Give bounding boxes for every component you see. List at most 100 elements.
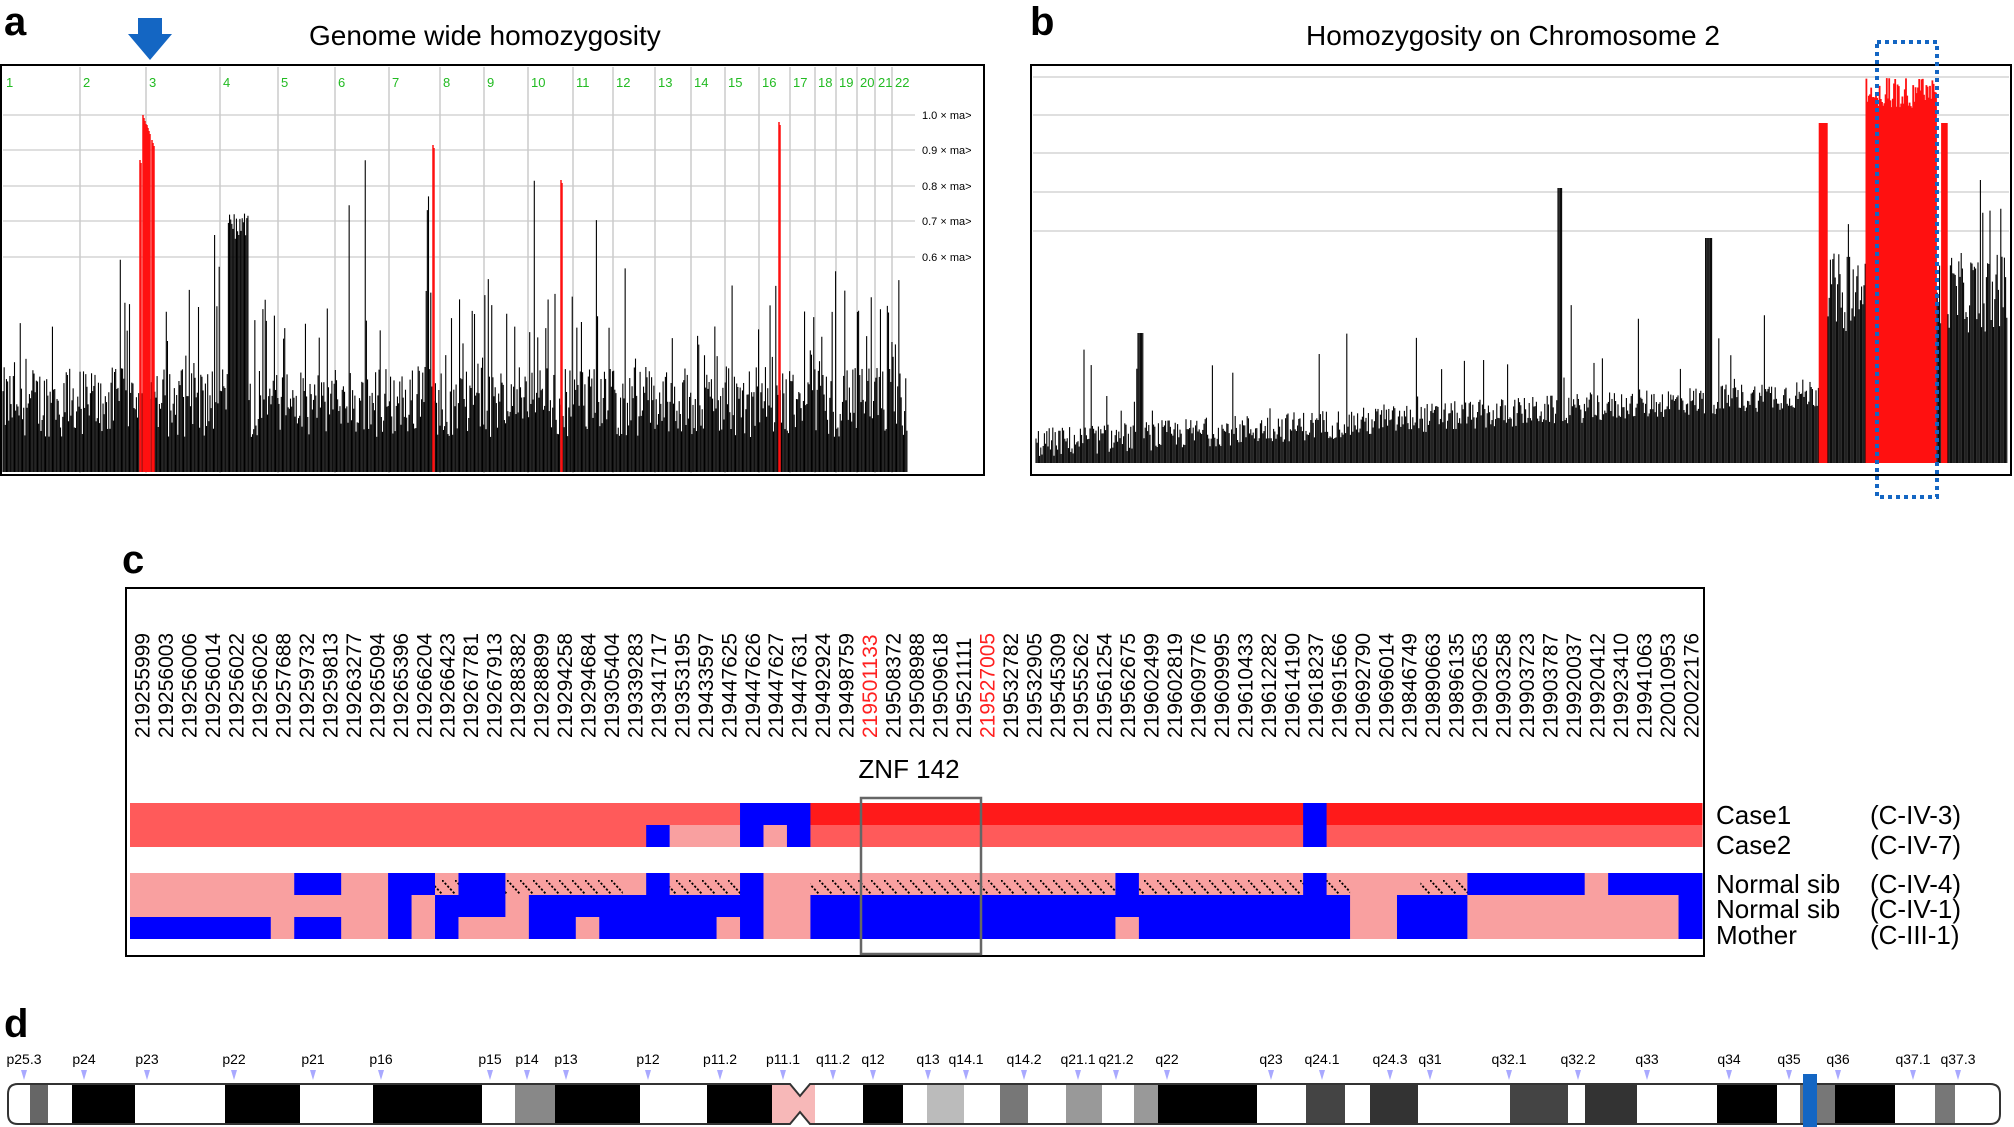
panel-c-hatch <box>1138 873 1304 895</box>
panel-c-cell <box>1678 917 1703 939</box>
panel-c-position-label: 219527005 <box>976 633 999 738</box>
panel-c-cell <box>130 803 741 825</box>
panel-d-band-label: q36 <box>1826 1051 1850 1067</box>
panel-c-position-label: 219902653 <box>1469 633 1492 738</box>
panel-c-cell <box>1608 873 1703 895</box>
panel-b-grid <box>1033 76 2009 232</box>
panel-d-band <box>1257 1084 1306 1124</box>
panel-d-tick-icon <box>1268 1070 1274 1080</box>
panel-c-cell <box>130 825 647 847</box>
panel-d-band <box>1000 1084 1028 1124</box>
panel-c-cell <box>1584 873 1609 895</box>
panel-c-position-label: 219492924 <box>812 633 835 738</box>
panel-d-band-label: p15 <box>478 1051 502 1067</box>
panel-c-position-label: 219255999 <box>132 633 155 738</box>
panel-d-band <box>1835 1084 1895 1124</box>
panel-c-haplotype-table: 219255999 219256003 219256006 219256014 2192… <box>125 587 1961 957</box>
panel-c-cell <box>130 895 389 917</box>
panel-d-tick-icon <box>1644 1070 1650 1080</box>
panel-c-row-labels: Case1 (C-IV-3) Case2 (C-IV-7) Normal sib (C-I… <box>1716 800 1961 950</box>
panel-c-cell <box>1396 917 1468 939</box>
panel-d-band <box>964 1084 1000 1124</box>
panel-c-position-label: 219353195 <box>671 633 694 738</box>
panel-c-row-name: Mother <box>1716 920 1797 950</box>
panel-a-chr-label: 21 <box>878 75 892 90</box>
panel-c-position-label: 219903258 <box>1493 633 1516 738</box>
panel-c-position-label: 219610433 <box>1234 633 1257 738</box>
panel-a-scale-label: 0.6 × ma> <box>922 252 972 264</box>
panel-c-position-label: 219920037 <box>1563 633 1586 738</box>
panel-d-band <box>72 1084 135 1124</box>
panel-a-chromosome-labels: 1 2 3 4 5 6 7 8 9 10 11 12 13 14 15 16 17 18 19 20 21 22 <box>6 75 909 90</box>
panel-d-tick-icon <box>563 1070 569 1080</box>
panel-d-band-label: q37.3 <box>1940 1051 1975 1067</box>
panel-c-position-label: 219305404 <box>601 633 624 738</box>
panel-c-cell <box>1303 873 1328 895</box>
panel-c-row-name: Normal sib <box>1716 894 1840 924</box>
panel-d-band <box>373 1084 482 1124</box>
panel-d-tick-icon <box>780 1070 786 1080</box>
panel-d-band <box>640 1084 707 1124</box>
panel-a-chr-label: 8 <box>443 75 450 90</box>
panel-c-cell <box>810 803 1304 825</box>
panel-c-position-label: 219609995 <box>1211 633 1234 738</box>
panel-c-cell <box>646 825 671 847</box>
panel-c-position-label: 219256006 <box>179 633 202 738</box>
panel-d-tick-icon <box>1075 1070 1081 1080</box>
panel-d-band-label: p11.1 <box>766 1051 800 1067</box>
panel-a-chr-label: 18 <box>818 75 832 90</box>
panel-d-tick-icon <box>1164 1070 1170 1080</box>
panel-d-tick-icon <box>1786 1070 1792 1080</box>
panel-c-hatch <box>669 873 741 895</box>
panel-d-band <box>1102 1084 1134 1124</box>
panel-d-band <box>1345 1084 1370 1124</box>
panel-c-position-label: 219920412 <box>1586 633 1609 738</box>
panel-d-band <box>927 1084 964 1124</box>
panel-d-band-label: q11.2 <box>816 1051 850 1067</box>
panel-a-chr-label: 22 <box>895 75 909 90</box>
panel-c-cell <box>341 917 389 939</box>
panel-d-band-label: p25.3 <box>6 1051 41 1067</box>
panel-d-band <box>300 1084 373 1124</box>
panel-a-scale-labels: 1.0 × ma> 0.9 × ma> 0.8 × ma> 0.7 × ma> 0.6 … <box>922 110 972 264</box>
panel-a-chr-label: 7 <box>392 75 399 90</box>
panel-c-position-label: 219266204 <box>413 633 436 738</box>
panel-c-position-label: 219265396 <box>390 633 413 738</box>
panel-c-position-label: 219257688 <box>273 633 296 738</box>
panel-d-tick-icon <box>830 1070 836 1080</box>
panel-d-label: d <box>4 1002 29 1046</box>
panel-d-band-label: q22 <box>1155 1051 1179 1067</box>
panel-c-cell <box>810 917 1116 939</box>
panel-c-position-label: 219561254 <box>1094 633 1117 738</box>
panel-c-cell <box>740 825 764 847</box>
panel-d-tick-icon <box>1506 1070 1512 1080</box>
panel-c-position-label: 219521111 <box>953 638 976 738</box>
panel-c-position-label: 219532782 <box>1000 633 1023 738</box>
panel-c-position-label: 219609776 <box>1188 633 1211 738</box>
panel-c-position-label: 219447626 <box>742 633 765 738</box>
panel-d-band-label: p16 <box>369 1051 393 1067</box>
panel-d-tick-icon <box>378 1070 384 1080</box>
panel-c-cell <box>646 873 671 895</box>
panel-c-position-label: 219267781 <box>460 633 483 738</box>
panel-c-cell <box>270 917 295 939</box>
panel-c-cell <box>786 825 811 847</box>
panel-c-position-label: 219508988 <box>906 633 929 738</box>
panel-c-position-label: 219509618 <box>929 633 952 738</box>
panel-d-tick-icon <box>1319 1070 1325 1080</box>
panel-c-gene-box <box>859 796 983 956</box>
panel-c-cell <box>341 873 389 895</box>
panel-c-position-label: 219532905 <box>1023 633 1046 738</box>
panel-d-band <box>1975 1084 2000 1124</box>
panel-d-band <box>805 1084 815 1124</box>
panel-a-chr-label: 10 <box>531 75 545 90</box>
panel-c-position-label: 219501133 <box>859 634 882 738</box>
panel-c-position-label: 219265094 <box>366 633 389 738</box>
panel-d-band <box>1418 1084 1510 1124</box>
panel-c-cell <box>130 873 295 895</box>
panel-c-cell <box>1138 917 1351 939</box>
panel-a-scale-label: 0.9 × ma> <box>922 145 972 157</box>
panel-c-position-label: 219691566 <box>1328 633 1351 738</box>
panel-a-chr-label: 13 <box>658 75 672 90</box>
panel-d-tick-icon <box>1910 1070 1916 1080</box>
